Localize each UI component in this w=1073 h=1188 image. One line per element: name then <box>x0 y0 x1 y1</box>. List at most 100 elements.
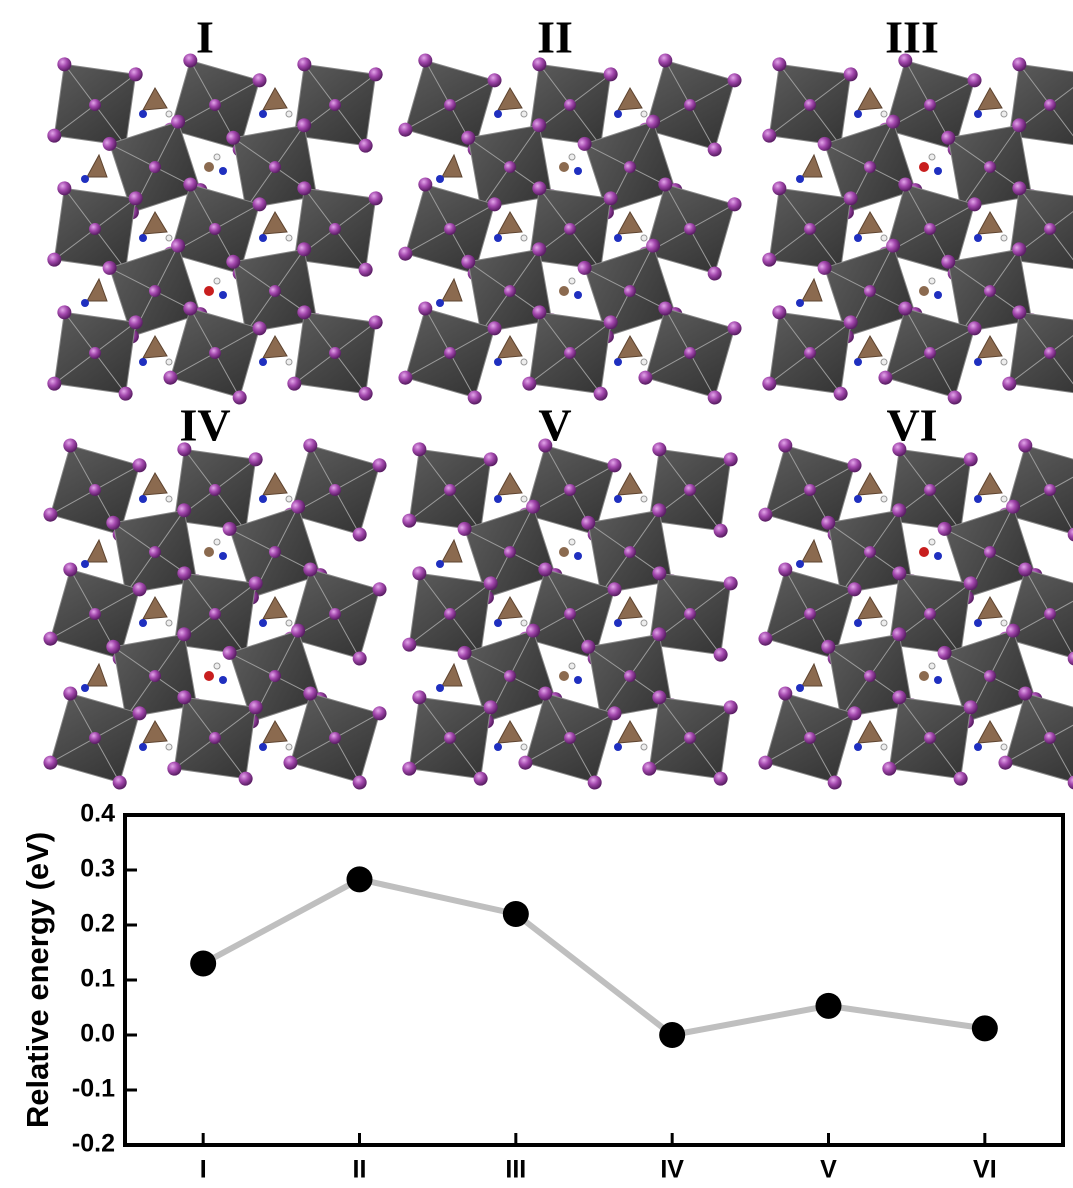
structure <box>401 437 738 791</box>
molecule <box>263 336 287 358</box>
molecule-atom <box>559 547 569 557</box>
molecule-atom <box>559 286 569 296</box>
molecule-atom <box>81 299 89 307</box>
molecule-atom <box>854 110 862 118</box>
molecule-atom <box>881 235 887 241</box>
molecule-atom <box>521 235 527 241</box>
molecule-atom <box>559 162 569 172</box>
molecule <box>802 664 822 686</box>
molecule <box>442 664 462 686</box>
molecule-atom <box>521 111 527 117</box>
molecule-atom <box>854 619 862 627</box>
molecule-atom <box>259 110 267 118</box>
molecule-atom <box>854 234 862 242</box>
molecule-atom <box>614 358 622 366</box>
molecule-atom <box>259 358 267 366</box>
y-tick-label: 0.4 <box>80 800 115 828</box>
crystal-structures: IIIIIIIVVVI <box>42 12 1073 792</box>
molecule <box>263 473 287 495</box>
molecule <box>263 212 287 234</box>
molecule-atom <box>796 560 804 568</box>
molecule-atom <box>494 110 502 118</box>
molecule-atom <box>259 619 267 627</box>
molecule-atom <box>881 111 887 117</box>
molecule-atom <box>569 278 575 284</box>
molecule-atom <box>214 663 220 669</box>
molecule <box>498 597 522 619</box>
molecule-atom <box>1001 111 1007 117</box>
structure <box>46 52 383 406</box>
molecule <box>498 721 522 743</box>
molecule-atom <box>641 620 647 626</box>
figure: IIIIIIIVVVI -0.2-0.10.00.10.20.30.4Relat… <box>0 0 1073 1188</box>
molecule-atom <box>214 278 220 284</box>
molecule-atom <box>219 291 227 299</box>
molecule <box>498 336 522 358</box>
molecule-atom <box>796 299 804 307</box>
y-tick-label: 0.1 <box>80 965 115 993</box>
molecule <box>978 473 1002 495</box>
molecule-atom <box>574 552 582 560</box>
molecule-atom <box>166 111 172 117</box>
molecule-atom <box>569 154 575 160</box>
energy-chart: -0.2-0.10.00.10.20.30.4Relative energy (… <box>20 800 1063 1184</box>
molecule-atom <box>881 496 887 502</box>
molecule-atom <box>139 743 147 751</box>
x-tick-label: VI <box>973 1156 997 1184</box>
molecule-atom <box>974 234 982 242</box>
molecule-atom <box>641 235 647 241</box>
molecule-atom <box>929 663 935 669</box>
molecule-atom <box>919 547 929 557</box>
molecule <box>498 212 522 234</box>
molecule <box>498 88 522 110</box>
molecule-atom <box>494 619 502 627</box>
molecule <box>442 540 462 562</box>
molecule <box>143 212 167 234</box>
molecule <box>618 336 642 358</box>
molecule <box>143 721 167 743</box>
molecule-atom <box>974 743 982 751</box>
panel-label: VI <box>886 400 937 451</box>
molecule-atom <box>974 619 982 627</box>
molecule-atom <box>139 495 147 503</box>
molecule <box>143 473 167 495</box>
molecule-atom <box>494 358 502 366</box>
molecule-atom <box>494 743 502 751</box>
molecule-atom <box>286 744 292 750</box>
molecule <box>618 721 642 743</box>
molecule-atom <box>81 560 89 568</box>
molecule-atom <box>1001 744 1007 750</box>
molecule-atom <box>919 671 929 681</box>
molecule <box>618 212 642 234</box>
plot-frame <box>125 815 1063 1145</box>
molecule <box>802 540 822 562</box>
molecule-atom <box>854 495 862 503</box>
molecule-atom <box>494 234 502 242</box>
molecule <box>87 664 107 686</box>
y-tick-label: 0.2 <box>80 910 115 938</box>
molecule-atom <box>614 743 622 751</box>
molecule-atom <box>166 620 172 626</box>
molecule-atom <box>521 744 527 750</box>
y-tick-label: -0.1 <box>72 1075 115 1103</box>
molecule-atom <box>1001 359 1007 365</box>
molecule-atom <box>641 744 647 750</box>
panel-label: I <box>196 12 214 63</box>
x-tick-label: I <box>200 1156 207 1184</box>
molecule-atom <box>214 539 220 545</box>
octahedron-face <box>1009 312 1073 393</box>
point <box>816 993 842 1019</box>
molecule <box>858 721 882 743</box>
molecule-atom <box>974 495 982 503</box>
y-axis-label: Relative energy (eV) <box>20 832 55 1128</box>
x-tick-label: V <box>820 1156 837 1184</box>
molecule-atom <box>494 495 502 503</box>
molecule-atom <box>796 684 804 692</box>
molecule-atom <box>259 495 267 503</box>
molecule-atom <box>166 744 172 750</box>
molecule-atom <box>214 154 220 160</box>
molecule-atom <box>1001 620 1007 626</box>
molecule <box>802 155 822 177</box>
molecule-atom <box>641 359 647 365</box>
molecule-atom <box>614 110 622 118</box>
